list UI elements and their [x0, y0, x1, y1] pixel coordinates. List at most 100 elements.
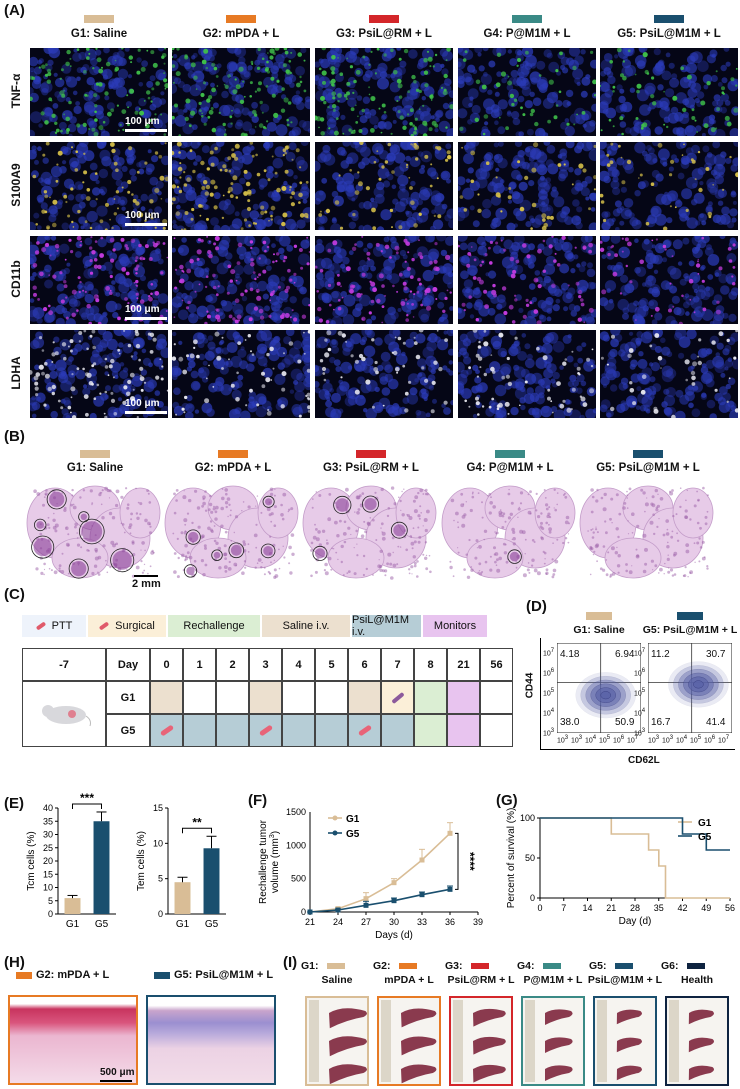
spleen-group-id: G4:	[517, 960, 535, 972]
data-point	[363, 902, 369, 908]
data-point	[419, 857, 425, 863]
schedule-cell	[150, 714, 183, 747]
x-tick: 107	[627, 735, 639, 745]
data-point	[335, 907, 341, 913]
flow-xlabel: CD62L	[628, 755, 660, 766]
legend-text: Rechallenge	[183, 620, 245, 632]
group-swatch	[154, 972, 170, 979]
micrograph-tile	[315, 142, 453, 230]
x-tick-label: 33	[417, 917, 427, 927]
skin-scalebar	[100, 1080, 132, 1082]
syringe-icon	[98, 621, 110, 631]
spleen-photo	[377, 996, 441, 1086]
schedule-cell	[315, 681, 348, 714]
group-title: G1: Saline	[70, 28, 128, 40]
schedule-cell	[447, 714, 480, 747]
x-tick: 103	[571, 735, 583, 745]
y-tick-label: 0	[48, 909, 53, 919]
flow-plot	[648, 643, 732, 733]
y-tick-label: 0	[301, 907, 306, 917]
y-tick: 105	[634, 688, 646, 698]
spleen-group-name: PsiL@M1M + L	[587, 974, 663, 986]
legend-text: Surgical	[115, 620, 155, 632]
y-tick-label: 35	[43, 816, 53, 826]
marker-label: LDHA	[9, 356, 23, 390]
x-tick-label: 0	[537, 903, 542, 913]
flow-ylabel: CD44	[524, 672, 536, 699]
mouse-cell	[22, 681, 106, 747]
significance-bracket	[182, 827, 212, 834]
x-tick-label: 56	[725, 903, 735, 913]
spleen-photo	[449, 996, 513, 1086]
group-title: G4: P@M1M + L	[483, 28, 571, 40]
group-swatch	[356, 450, 386, 458]
x-tick-label: 27	[361, 917, 371, 927]
micrograph-tile	[458, 48, 596, 136]
skin-section	[8, 995, 138, 1085]
panel-b-label: (B)	[4, 428, 25, 445]
spleen-group-name: P@M1M + L	[523, 974, 583, 986]
spleen-photo	[521, 996, 585, 1086]
bar	[174, 882, 191, 914]
y-tick: 103	[634, 728, 646, 738]
y-tick: 107	[543, 648, 555, 658]
schedule-cell	[414, 714, 447, 747]
panel-g-label: (G)	[496, 792, 518, 809]
schedule-header-cell: 2	[216, 648, 249, 681]
schedule-cell	[216, 714, 249, 747]
y-tick-label: 1500	[286, 807, 306, 817]
syringe-icon	[35, 621, 46, 631]
y-tick: 107	[634, 648, 646, 658]
flow-title: G1: Saline	[573, 624, 625, 636]
panel-f-label: (F)	[248, 792, 268, 809]
spleen-group-id: G5:	[589, 960, 607, 972]
schedule-cell	[381, 714, 414, 747]
skin-section	[146, 995, 276, 1085]
flow-y-axis	[540, 638, 541, 750]
x-tick: 106	[704, 735, 716, 745]
skin-scale: 500 μm	[100, 1067, 135, 1078]
quadrant-value: 16.7	[651, 717, 671, 728]
micrograph-tile	[30, 48, 168, 136]
x-tick-label: G5	[95, 919, 109, 930]
schedule-legend-item: PTT	[22, 615, 86, 637]
y-tick-label: 10	[153, 838, 163, 848]
significance-bracket	[455, 832, 459, 890]
scale-bar	[125, 129, 167, 132]
group-swatch	[80, 450, 110, 458]
data-point	[391, 880, 397, 886]
y-tick-label: 50	[525, 853, 535, 863]
x-tick: 106	[613, 735, 625, 745]
y-tick-label: 500	[291, 874, 306, 884]
data-point	[363, 896, 369, 902]
micrograph-tile	[600, 236, 738, 324]
x-tick-label: 30	[389, 917, 399, 927]
x-axis-label: Day (d)	[619, 916, 652, 927]
schedule-cell	[447, 681, 480, 714]
y-tick-label: 20	[43, 856, 53, 866]
group-swatch	[633, 450, 663, 458]
group-swatch	[327, 963, 345, 969]
y-axis-label: Percent of survival (%)	[506, 808, 517, 909]
group-title: G3: PsiL@RM + L	[336, 28, 432, 40]
marker-label: CD11b	[9, 260, 23, 298]
y-tick: 106	[634, 668, 646, 678]
quadrant-value: 6.94	[615, 649, 635, 660]
schedule-cell	[315, 714, 348, 747]
y-tick: 105	[543, 688, 555, 698]
data-point	[447, 830, 453, 836]
legend-label: G5	[698, 832, 712, 843]
y-axis-label: Tem cells (%)	[136, 831, 147, 891]
schedule-cell	[480, 714, 513, 747]
panel-e-label: (E)	[4, 795, 24, 812]
scale-text: 100 μm	[125, 116, 160, 127]
skin-title: G5: PsiL@M1M + L	[174, 969, 274, 981]
micrograph-tile	[172, 48, 310, 136]
schedule-cell	[249, 681, 282, 714]
y-axis-label: Rechallenge tumorvolume (mm3)	[258, 819, 281, 904]
schedule-cell	[150, 681, 183, 714]
bar	[203, 848, 220, 914]
schedule-row-label: G5	[106, 714, 150, 747]
micrograph-tile	[30, 330, 168, 418]
y-tick-label: 0	[158, 909, 163, 919]
